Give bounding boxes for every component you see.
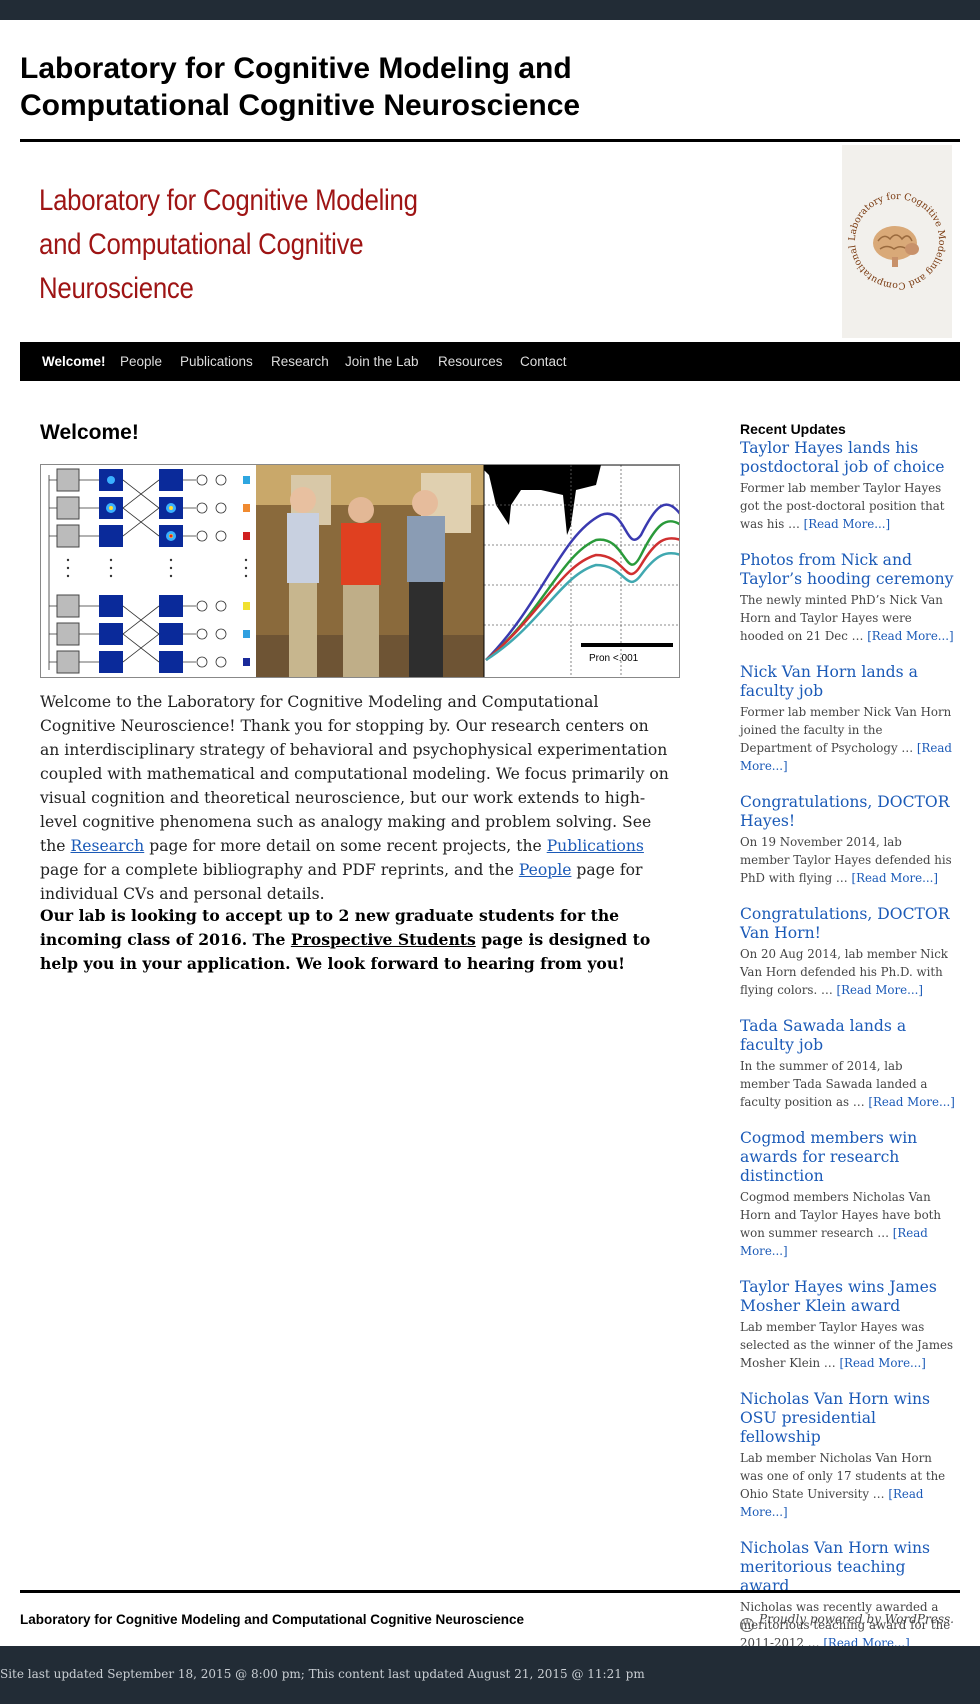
read-more-link[interactable]: [Read More...] — [867, 629, 954, 643]
intro-text: page for a complete bibliography and PDF… — [40, 861, 519, 879]
logo-ring-text: Laboratory for Cognitive Modeling and Co… — [838, 145, 947, 291]
last-updated-text: Site last updated September 18, 2015 @ 8… — [0, 1667, 645, 1681]
plot-annotation: Pron <.001 — [589, 653, 639, 664]
update-item: Taylor Hayes wins James Mosher Klein awa… — [740, 1278, 955, 1372]
update-item: Taylor Hayes lands his postdoctoral job … — [740, 439, 955, 533]
update-excerpt-text: Cogmod members Nicholas Van Horn and Tay… — [740, 1190, 942, 1240]
update-item: Congratulations, DOCTOR Hayes! On 19 Nove… — [740, 793, 955, 887]
lab-logo: Laboratory for Cognitive Modeling and Co… — [838, 145, 952, 338]
banner-line: and Computational Cognitive — [39, 228, 364, 261]
prospective-students-link[interactable]: Prospective Students — [290, 930, 476, 949]
update-excerpt: On 19 November 2014, lab member Taylor H… — [740, 833, 955, 887]
update-excerpt: The newly minted PhD’s Nick Van Horn and… — [740, 591, 955, 645]
banner-heading: Laboratory for Cognitive Modeling and Co… — [39, 179, 418, 311]
page-title: Welcome! — [40, 421, 139, 444]
intro-paragraph: Welcome to the Laboratory for Cognitive … — [40, 690, 670, 906]
update-item: Photos from Nick and Taylor’s hooding ce… — [740, 551, 955, 645]
read-more-link[interactable]: [Read More...] — [740, 1226, 928, 1258]
read-more-link[interactable]: [Read More...] — [839, 1356, 926, 1370]
footer-divider — [20, 1590, 960, 1593]
update-excerpt-text: Former lab member Taylor Hayes got the p… — [740, 481, 945, 531]
update-title-link[interactable]: Taylor Hayes wins James Mosher Klein awa… — [740, 1278, 937, 1315]
intro-text: page for individual CVs and personal det… — [40, 861, 643, 903]
update-excerpt: Lab member Taylor Hayes was selected as … — [740, 1318, 955, 1372]
read-more-link[interactable]: [Read More...] — [836, 983, 923, 997]
site-title[interactable]: Laboratory for Cognitive Modeling and Co… — [20, 52, 581, 122]
update-item: Nicholas Van Horn wins OSU presidential … — [740, 1390, 955, 1521]
update-excerpt: Former lab member Nick Van Horn joined t… — [740, 703, 955, 775]
update-excerpt: Former lab member Taylor Hayes got the p… — [740, 479, 955, 533]
research-link[interactable]: Research — [70, 837, 145, 855]
header-divider — [20, 139, 960, 142]
read-more-link[interactable]: [Read More...] — [851, 871, 938, 885]
hero-collage-graphic: Pron <.001 — [41, 465, 679, 677]
network-diagram — [41, 465, 256, 677]
read-more-link[interactable]: [Read More...] — [868, 1095, 955, 1109]
update-excerpt-text: Former lab member Nick Van Horn joined t… — [740, 705, 952, 755]
update-excerpt: In the summer of 2014, lab member Tada S… — [740, 1057, 955, 1111]
update-title-link[interactable]: Congratulations, DOCTOR Hayes! — [740, 793, 950, 830]
intro-text: Welcome to the Laboratory for Cognitive … — [40, 693, 669, 855]
update-title-link[interactable]: Nicholas Van Horn wins meritorious teach… — [740, 1539, 930, 1595]
recruit-text: Our lab is looking to accept up to 2 new… — [40, 906, 620, 949]
results-plot: Pron <.001 — [483, 465, 679, 677]
footer-site-title[interactable]: Laboratory for Cognitive Modeling and Co… — [20, 1612, 525, 1627]
header-banner: Laboratory for Cognitive Modeling and Co… — [20, 145, 960, 340]
update-item: Cogmod members win awards for research d… — [740, 1129, 955, 1260]
update-excerpt: Lab member Nicholas Van Horn was one of … — [740, 1449, 955, 1521]
update-excerpt-text: On 20 Aug 2014, lab member Nick Van Horn… — [740, 947, 948, 997]
nav-item-research[interactable]: Research — [271, 354, 329, 369]
read-more-link[interactable]: [Read More...] — [740, 741, 952, 773]
read-more-link[interactable]: [Read More...] — [803, 517, 891, 531]
update-title-link[interactable]: Nick Van Horn lands a faculty job — [740, 663, 918, 700]
brain-icon — [873, 226, 919, 267]
recruit-text: page is designed to help you in your app… — [40, 930, 651, 973]
update-title-link[interactable]: Nicholas Van Horn wins OSU presidential … — [740, 1390, 930, 1446]
update-title-link[interactable]: Cogmod members win awards for research d… — [740, 1129, 918, 1185]
recruitment-notice: Our lab is looking to accept up to 2 new… — [40, 904, 680, 976]
recent-updates-sidebar: Recent Updates Taylor Hayes lands his po… — [740, 421, 955, 1670]
update-excerpt-text: Lab member Taylor Hayes was selected as … — [740, 1320, 954, 1370]
nav-item-welcome[interactable]: Welcome! — [42, 354, 106, 369]
lab-members-photo — [256, 465, 484, 677]
nav-item-resources[interactable]: Resources — [438, 354, 503, 369]
publications-link[interactable]: Publications — [546, 837, 644, 855]
update-excerpt-text: Lab member Nicholas Van Horn was one of … — [740, 1451, 946, 1501]
read-more-link[interactable]: [Read More...] — [740, 1487, 924, 1519]
update-item: Congratulations, DOCTOR Van Horn! On 20 A… — [740, 905, 955, 999]
intro-text: page for more detail on some recent proj… — [144, 837, 547, 855]
nav-item-contact[interactable]: Contact — [520, 354, 567, 369]
people-link[interactable]: People — [518, 861, 572, 879]
powered-by-text: Proudly powered by WordPress. — [759, 1612, 954, 1626]
powered-by[interactable]: W Proudly powered by WordPress. — [740, 1612, 954, 1632]
update-excerpt: On 20 Aug 2014, lab member Nick Van Horn… — [740, 945, 955, 999]
nav-item-join-the-lab[interactable]: Join the Lab — [345, 354, 419, 369]
main-nav: Welcome! People Publications Research Jo… — [20, 342, 960, 381]
sidebar-title: Recent Updates — [740, 421, 846, 437]
updates-list: Taylor Hayes lands his postdoctoral job … — [740, 439, 955, 1652]
update-item: Nick Van Horn lands a faculty job Former … — [740, 663, 955, 775]
nav-item-publications[interactable]: Publications — [180, 354, 253, 369]
update-title-link[interactable]: Congratulations, DOCTOR Van Horn! — [740, 905, 950, 942]
update-excerpt-text: In the summer of 2014, lab member Tada S… — [740, 1059, 928, 1109]
bottom-bar: Site last updated September 18, 2015 @ 8… — [0, 1646, 980, 1704]
update-item: Tada Sawada lands a faculty job In the su… — [740, 1017, 955, 1111]
top-bar — [0, 0, 980, 20]
banner-line: Laboratory for Cognitive Modeling — [39, 184, 418, 217]
update-excerpt-text: On 19 November 2014, lab member Taylor H… — [740, 835, 952, 885]
update-title-link[interactable]: Tada Sawada lands a faculty job — [740, 1017, 907, 1054]
update-excerpt: Cogmod members Nicholas Van Horn and Tay… — [740, 1188, 955, 1260]
wordpress-icon: W — [740, 1618, 754, 1632]
update-title-link[interactable]: Taylor Hayes lands his postdoctoral job … — [740, 439, 945, 476]
update-excerpt-text: The newly minted PhD’s Nick Van Horn and… — [740, 593, 943, 643]
update-title-link[interactable]: Photos from Nick and Taylor’s hooding ce… — [740, 551, 954, 588]
nav-item-people[interactable]: People — [120, 354, 163, 369]
svg-text:Laboratory for Cognitive Model: Laboratory for Cognitive Modeling and Co… — [842, 145, 947, 291]
hero-collage: Pron <.001 — [40, 464, 680, 678]
banner-line: Neuroscience — [39, 272, 194, 305]
update-item: Nicholas Van Horn wins meritorious teach… — [740, 1539, 955, 1652]
